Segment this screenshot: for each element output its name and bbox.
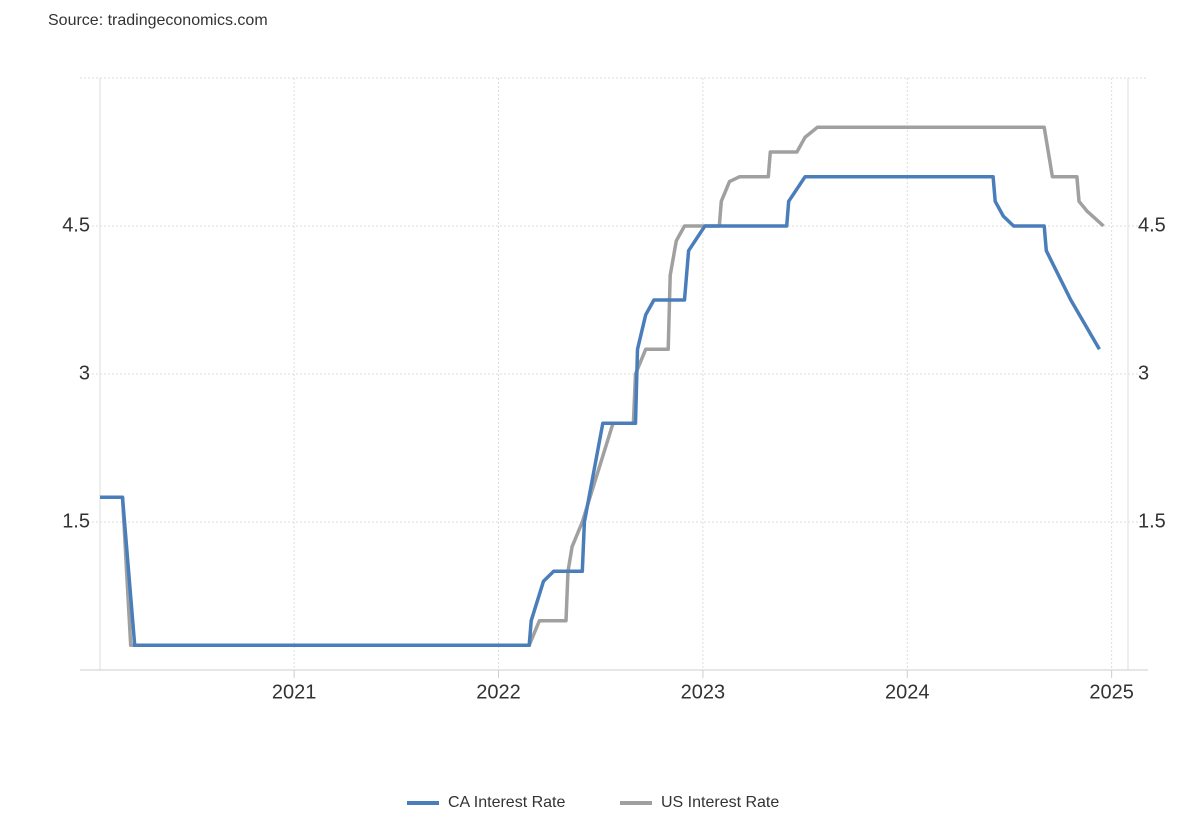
x-tick-label: 2022: [476, 681, 521, 703]
y-tick-label: 3: [79, 362, 90, 384]
y2-tick-label: 1.5: [1138, 510, 1166, 532]
y2-tick-label: 4.5: [1138, 214, 1166, 236]
series-line: [100, 174, 1101, 648]
series-line: [100, 125, 1105, 648]
x-tick-label: 2025: [1089, 681, 1134, 703]
x-tick-label: 2023: [681, 681, 726, 703]
y-tick-label: 1.5: [62, 510, 90, 532]
x-tick-label: 2024: [885, 681, 930, 703]
x-tick-label: 2021: [272, 681, 317, 703]
source: Source: tradingeconomics.com: [48, 12, 268, 29]
y-tick-label: 4.5: [62, 214, 90, 236]
legend-label: US Interest Rate: [661, 794, 779, 811]
y2-tick-label: 3: [1138, 362, 1149, 384]
legend-label: CA Interest Rate: [448, 794, 565, 811]
